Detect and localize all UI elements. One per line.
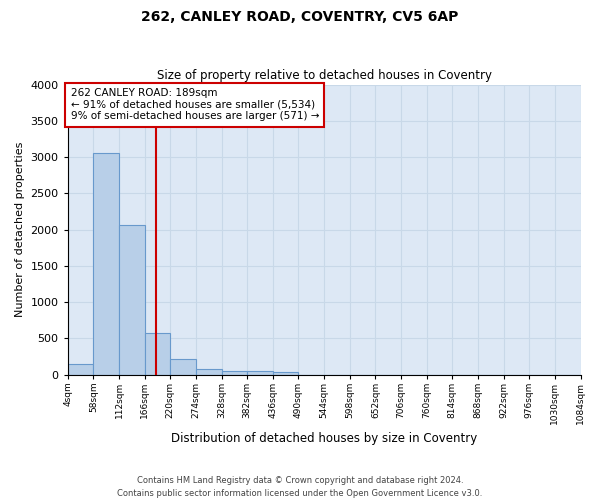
Text: 262, CANLEY ROAD, COVENTRY, CV5 6AP: 262, CANLEY ROAD, COVENTRY, CV5 6AP [142,10,458,24]
Y-axis label: Number of detached properties: Number of detached properties [15,142,25,318]
Bar [273,372,298,374]
Text: 262 CANLEY ROAD: 189sqm
← 91% of detached houses are smaller (5,534)
9% of semi-: 262 CANLEY ROAD: 189sqm ← 91% of detache… [71,88,319,122]
Bar [68,364,94,374]
Bar [221,370,247,374]
Bar [145,334,170,374]
Bar [119,224,145,374]
Title: Size of property relative to detached houses in Coventry: Size of property relative to detached ho… [157,69,491,82]
Text: Contains HM Land Registry data © Crown copyright and database right 2024.
Contai: Contains HM Land Registry data © Crown c… [118,476,482,498]
Bar [247,372,273,374]
Bar [94,152,119,374]
Bar [196,369,221,374]
Bar [170,360,196,374]
X-axis label: Distribution of detached houses by size in Coventry: Distribution of detached houses by size … [171,432,477,445]
